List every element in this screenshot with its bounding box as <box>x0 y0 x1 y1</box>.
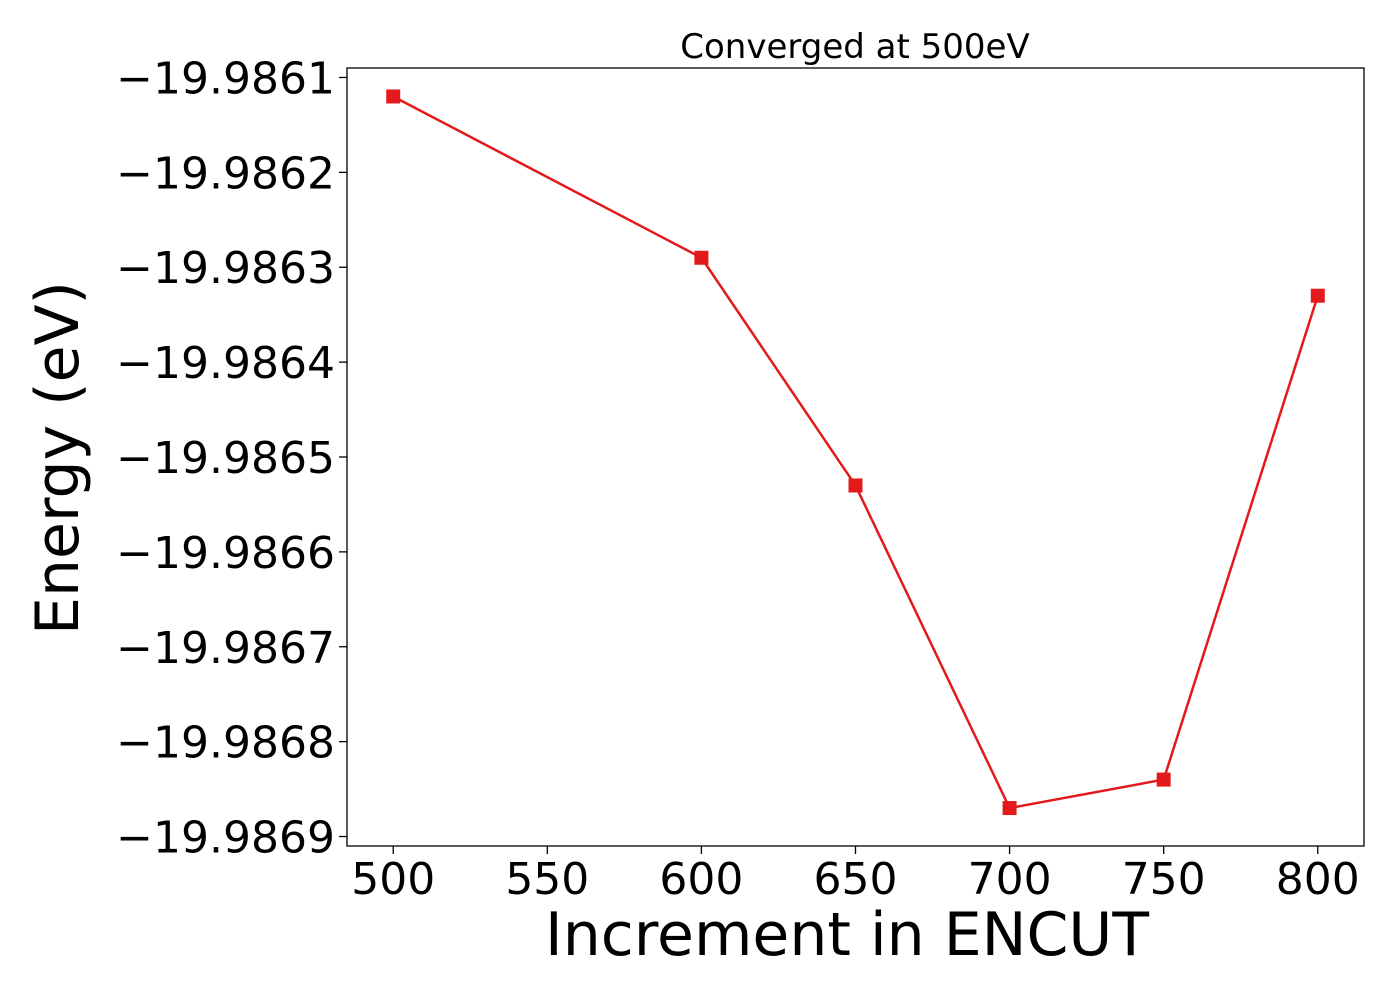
y-tick-label: −19.9867 <box>116 623 335 674</box>
y-tick-label: −19.9869 <box>116 813 335 864</box>
data-point-marker <box>1156 772 1171 787</box>
data-point-marker <box>386 89 401 104</box>
data-point-marker <box>848 478 863 493</box>
x-tick-label: 750 <box>1122 854 1206 905</box>
data-point-marker <box>694 250 709 265</box>
y-tick-label: −19.9865 <box>116 433 335 484</box>
y-tick-label: −19.9863 <box>116 243 335 294</box>
x-axis-label: Increment in ENCUT <box>545 900 1149 970</box>
x-tick-label: 800 <box>1276 854 1360 905</box>
data-point-marker <box>1310 288 1325 303</box>
chart-title: Converged at 500eV <box>680 27 1029 67</box>
y-tick-label: −19.9868 <box>116 718 335 769</box>
data-point-marker <box>1002 801 1017 816</box>
y-tick-label: −19.9862 <box>116 148 335 199</box>
x-axis: 500 550 600 650 700 750 800 <box>351 846 1360 905</box>
series-line <box>392 95 1319 810</box>
plot-area <box>386 89 1325 816</box>
y-axis-label: Energy (eV) <box>23 281 93 635</box>
x-tick-label: 600 <box>659 854 743 905</box>
x-tick-label: 500 <box>351 854 435 905</box>
x-tick-label: 700 <box>968 854 1052 905</box>
y-axis: −19.9861 −19.9862 −19.9863 −19.9864 −19.9865… <box>116 53 347 864</box>
x-tick-label: 650 <box>814 854 898 905</box>
y-tick-label: −19.9866 <box>116 528 335 579</box>
plot-frame <box>346 67 1365 847</box>
x-tick-label: 550 <box>505 854 589 905</box>
y-tick-label: −19.9861 <box>116 53 335 104</box>
y-tick-label: −19.9864 <box>116 338 335 389</box>
